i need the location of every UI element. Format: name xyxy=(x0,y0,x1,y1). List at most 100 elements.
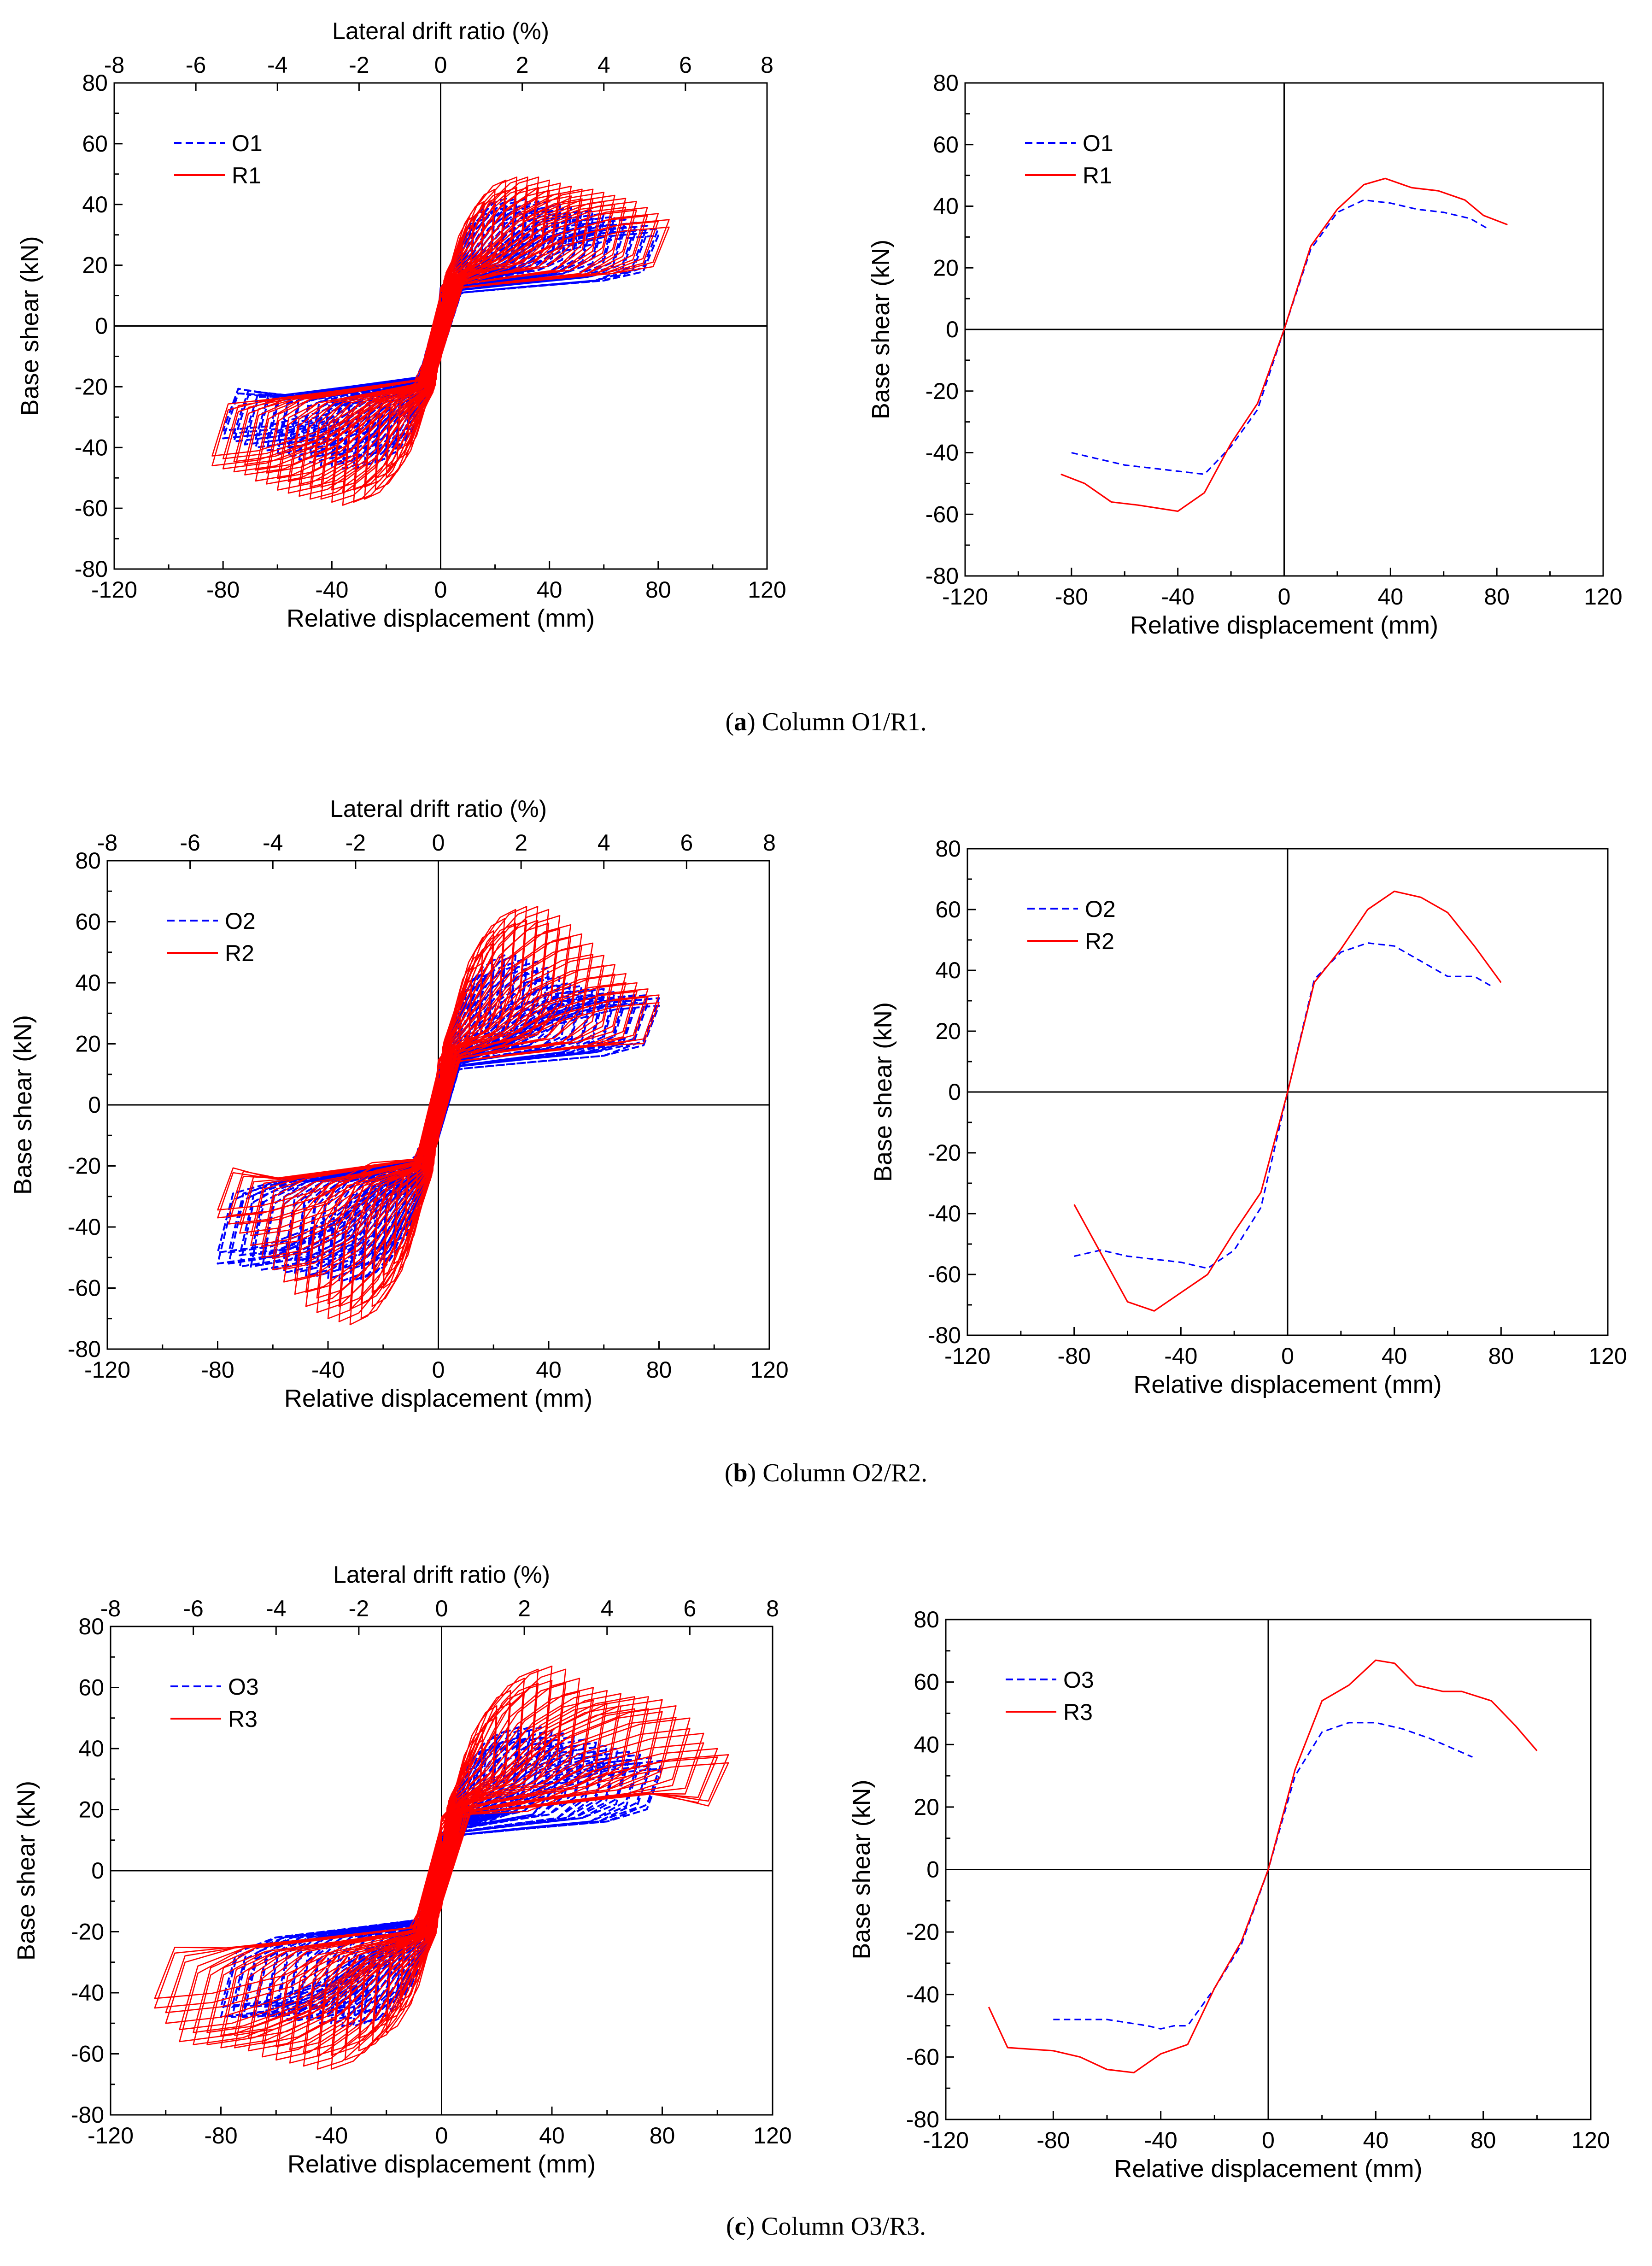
top-tick-label: -6 xyxy=(183,1596,203,1621)
top-tick-label: 8 xyxy=(766,1596,779,1621)
y-tick-label: 0 xyxy=(88,1092,101,1118)
x-tick-label: 80 xyxy=(1470,2127,1496,2153)
x-axis-label: Relative displacement (mm) xyxy=(287,605,595,632)
y-tick-label: -60 xyxy=(928,1262,961,1287)
x-tick-label: -40 xyxy=(1144,2127,1177,2153)
y-tick-label: -80 xyxy=(906,2107,939,2132)
y-tick-label: -60 xyxy=(75,495,108,521)
y-tick-label: 40 xyxy=(933,194,959,219)
x-tick-label: -80 xyxy=(1055,584,1088,610)
x-tick-label: -40 xyxy=(1161,584,1195,610)
caption-b: (b) Column O2/R2. xyxy=(724,1459,928,1487)
x-tick-label: 40 xyxy=(1363,2127,1389,2153)
y-tick-label: 80 xyxy=(933,70,959,96)
top-tick-label: -4 xyxy=(263,830,283,856)
legend-label-O2: O2 xyxy=(1085,896,1116,922)
y-tick-label: 40 xyxy=(935,957,961,983)
top-tick-label: 2 xyxy=(516,52,529,78)
series-group xyxy=(1060,177,1508,512)
y-tick-label: 40 xyxy=(914,1732,939,1757)
legend-label-R3: R3 xyxy=(1063,1699,1093,1725)
x-tick-label: -40 xyxy=(315,2123,348,2149)
y-tick-label: 80 xyxy=(78,1614,104,1639)
x-tick-label: 80 xyxy=(1488,1343,1514,1369)
caption-a-label: a xyxy=(734,708,747,736)
top-tick-label: -4 xyxy=(266,1596,286,1621)
y-tick-label: -40 xyxy=(75,434,108,460)
y-tick-label: -20 xyxy=(928,1140,961,1166)
caption-b-text: ) Column O2/R2. xyxy=(747,1459,928,1487)
series-R1 xyxy=(211,176,670,506)
y-tick-label: -20 xyxy=(926,378,959,404)
y-axis-label: Base shear (kN) xyxy=(869,1002,897,1182)
legend-label-O1: O1 xyxy=(232,130,263,156)
x-tick-label: -80 xyxy=(1037,2127,1070,2153)
y-tick-label: 0 xyxy=(948,1079,961,1105)
caption-b-label: b xyxy=(733,1459,748,1487)
y-tick-label: 20 xyxy=(78,1797,104,1823)
top-tick-label: -2 xyxy=(349,1596,369,1621)
series-group xyxy=(211,176,670,506)
series-group xyxy=(154,1665,729,2070)
top-tick-label: -8 xyxy=(100,1596,121,1621)
y-tick-label: -80 xyxy=(928,1322,961,1348)
y-tick-label: 20 xyxy=(933,255,959,281)
series-O2 xyxy=(1074,942,1491,1269)
x-tick-label: -80 xyxy=(204,2123,237,2149)
top-tick-label: -2 xyxy=(346,830,366,856)
legend-label-O3: O3 xyxy=(1063,1667,1094,1693)
series-R1 xyxy=(1060,177,1508,512)
x-axis-label: Relative displacement (mm) xyxy=(284,1385,592,1412)
y-tick-label: -80 xyxy=(75,556,108,582)
top-axis-label: Lateral drift ratio (%) xyxy=(332,18,549,45)
top-tick-label: 4 xyxy=(601,1596,614,1621)
x-tick-label: 40 xyxy=(1378,584,1404,610)
y-tick-label: 80 xyxy=(75,848,101,874)
x-tick-label: 40 xyxy=(1382,1343,1407,1369)
top-tick-label: 6 xyxy=(683,1596,696,1621)
legend-label-R1: R1 xyxy=(232,163,261,188)
chart-b-envelope: -120 -80 -40 0 40 80 120-80-60-40-20020406080R… xyxy=(869,836,1627,1398)
series-group xyxy=(1073,890,1502,1312)
caption-a: (a) Column O1/R1. xyxy=(725,708,927,736)
x-tick-label: -120 xyxy=(944,1343,990,1369)
top-tick-label: 0 xyxy=(434,52,447,78)
series-O1 xyxy=(1071,199,1487,475)
top-tick-label: -6 xyxy=(180,830,200,856)
y-tick-label: -20 xyxy=(906,1919,939,1945)
y-tick-label: 60 xyxy=(935,897,961,922)
top-tick-label: 8 xyxy=(763,830,776,856)
x-tick-label: 120 xyxy=(750,1357,788,1383)
y-tick-label: 20 xyxy=(935,1018,961,1044)
y-tick-label: -60 xyxy=(926,501,959,527)
y-tick-label: 80 xyxy=(82,70,108,96)
series-O3 xyxy=(1053,1722,1473,2030)
x-tick-label: 120 xyxy=(1584,584,1622,610)
x-tick-label: -80 xyxy=(1058,1343,1091,1369)
series-group xyxy=(217,906,660,1326)
y-tick-label: -40 xyxy=(71,1980,104,2006)
x-tick-label: 0 xyxy=(435,2123,448,2149)
x-tick-label: -40 xyxy=(1164,1343,1197,1369)
caption-c-text: ) Column O3/R3. xyxy=(746,2212,926,2241)
x-tick-label: 0 xyxy=(1281,1343,1294,1369)
top-tick-label: 4 xyxy=(598,52,610,78)
y-tick-label: 20 xyxy=(75,1031,101,1057)
y-tick-label: -20 xyxy=(71,1919,104,1945)
y-tick-label: 40 xyxy=(82,192,108,217)
top-tick-label: -6 xyxy=(186,52,206,78)
top-tick-label: 2 xyxy=(518,1596,531,1621)
x-tick-label: -120 xyxy=(88,2123,134,2149)
legend-label-R2: R2 xyxy=(1085,928,1114,954)
top-tick-label: -2 xyxy=(349,52,369,78)
y-tick-label: -20 xyxy=(68,1153,101,1179)
x-tick-label: -40 xyxy=(311,1357,345,1383)
x-tick-label: 120 xyxy=(1571,2127,1610,2153)
chart-b-hysteresis: -120 -80 -40 0 40 80 120-80-60-40-20020406080-… xyxy=(9,796,789,1412)
top-tick-label: 2 xyxy=(515,830,527,856)
chart-a-envelope: -120 -80 -40 0 40 80 120-80-60-40-20020406080R… xyxy=(867,70,1623,639)
x-tick-label: 0 xyxy=(1262,2127,1275,2153)
caption-a-text: ) Column O1/R1. xyxy=(747,708,927,736)
top-tick-label: 4 xyxy=(598,830,610,856)
